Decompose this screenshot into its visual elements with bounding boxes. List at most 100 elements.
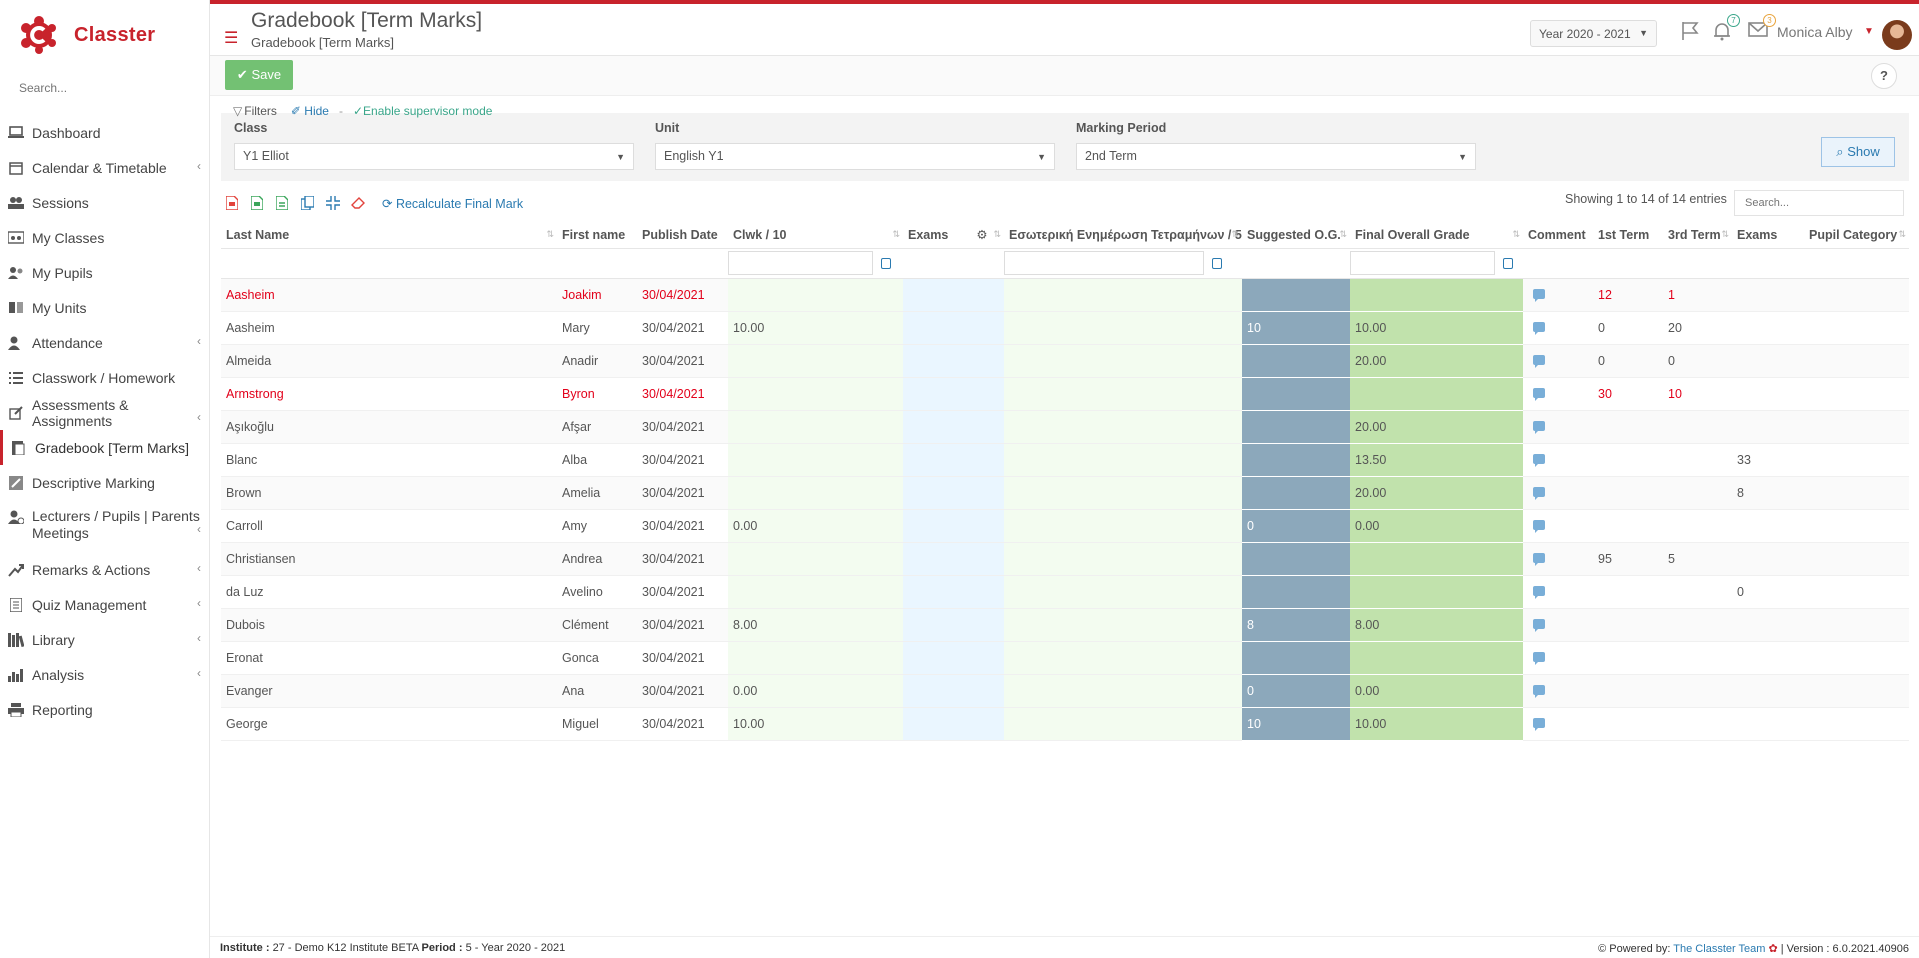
bell-icon[interactable]: 7 [1712, 14, 1740, 41]
table-row[interactable]: Blanc Alba 30/04/2021 13.50 33 [221, 443, 1909, 477]
logo[interactable]: Classter [0, 0, 209, 70]
col-comment[interactable]: Comment [1523, 222, 1593, 249]
cell-internal[interactable] [1004, 674, 1242, 708]
comment-icon[interactable] [1533, 321, 1545, 335]
col-1st-term[interactable]: 1st Term [1593, 222, 1663, 249]
table-row[interactable]: Dubois Clément 30/04/2021 8.00 8 8.00 [221, 608, 1909, 642]
cell-clwk[interactable] [728, 641, 903, 675]
cell-clwk[interactable]: 0.00 [728, 509, 903, 543]
eraser-icon[interactable] [351, 196, 365, 210]
cell-internal[interactable] [1004, 509, 1242, 543]
comment-icon[interactable] [1533, 486, 1545, 500]
cell-comment[interactable] [1523, 542, 1593, 576]
cell-final-grade[interactable]: 20.00 [1350, 476, 1523, 510]
sidebar-item-library[interactable]: Library ‹ [0, 622, 209, 657]
col-3rd-term[interactable]: 3rd Term ⇅ [1663, 222, 1732, 249]
cell-internal[interactable] [1004, 641, 1242, 675]
final-grade-bulk-input[interactable] [1350, 251, 1495, 275]
supervisor-mode-link[interactable]: ✓Enable supervisor mode [353, 104, 492, 118]
cell-internal[interactable] [1004, 542, 1242, 576]
cell-comment[interactable] [1523, 344, 1593, 378]
col-pupil-category[interactable]: Pupil Category ⇅ [1804, 222, 1909, 249]
copy-icon[interactable] [1212, 257, 1222, 269]
cell-comment[interactable] [1523, 707, 1593, 741]
cell-final-grade[interactable]: 8.00 [1350, 608, 1523, 642]
caret-down-icon[interactable]: ▼ [1864, 26, 1874, 37]
col-internal[interactable]: Εσωτερική Ενημέρωση Τετραμήνων / 5 ⇅ [1004, 222, 1242, 249]
sidebar-item-quiz[interactable]: Quiz Management ‹ [0, 587, 209, 622]
col-final-overall-grade[interactable]: Final Overall Grade ⇅ [1350, 222, 1523, 249]
cell-final-grade[interactable] [1350, 641, 1523, 675]
col-clwk[interactable]: Clwk / 10 ⇅ [728, 222, 903, 249]
cell-internal[interactable] [1004, 608, 1242, 642]
clwk-bulk-input[interactable] [728, 251, 873, 275]
hide-filters-link[interactable]: ✐ Hide [291, 104, 329, 118]
comment-icon[interactable] [1533, 420, 1545, 434]
year-selector[interactable]: Year 2020 - 2021 ▼ [1530, 20, 1657, 47]
cell-exams[interactable] [903, 542, 1004, 576]
cell-clwk[interactable] [728, 278, 903, 312]
cell-final-grade[interactable]: 20.00 [1350, 344, 1523, 378]
hamburger-menu-icon[interactable]: ☰ [224, 30, 239, 47]
cell-final-grade[interactable]: 0.00 [1350, 509, 1523, 543]
cell-clwk[interactable]: 10.00 [728, 311, 903, 345]
comment-icon[interactable] [1533, 519, 1545, 533]
table-row[interactable]: Eronat Gonca 30/04/2021 [221, 641, 1909, 675]
sidebar-item-meetings[interactable]: Lecturers / Pupils | Parents Meetings ‹ [0, 500, 209, 552]
sidebar-item-my-units[interactable]: My Units [0, 290, 209, 325]
comment-icon[interactable] [1533, 552, 1545, 566]
sidebar-search-input[interactable] [19, 79, 189, 97]
cell-exams[interactable] [903, 608, 1004, 642]
flag-icon[interactable] [1680, 21, 1702, 41]
cell-clwk[interactable] [728, 377, 903, 411]
cell-internal[interactable] [1004, 410, 1242, 444]
cell-clwk[interactable]: 10.00 [728, 707, 903, 741]
cell-internal[interactable] [1004, 311, 1242, 345]
internal-bulk-input[interactable] [1004, 251, 1204, 275]
cell-internal[interactable] [1004, 575, 1242, 609]
copy-icon[interactable] [1503, 257, 1513, 269]
class-select[interactable]: Y1 Elliot ▼ [234, 143, 634, 170]
table-row[interactable]: Aasheim Joakim 30/04/2021 12 1 [221, 278, 1909, 312]
gear-icon[interactable]: ⚙ [976, 228, 988, 243]
classter-team-link[interactable]: The Classter Team [1673, 943, 1766, 955]
col-exams[interactable]: Exams ⚙ ⇅ [903, 222, 1004, 249]
cell-clwk[interactable]: 0.00 [728, 674, 903, 708]
cell-clwk[interactable] [728, 542, 903, 576]
recalculate-final-mark-button[interactable]: ⟳ Recalculate Final Mark [382, 196, 523, 211]
table-row[interactable]: Brown Amelia 30/04/2021 20.00 8 [221, 476, 1909, 510]
avatar[interactable] [1882, 20, 1912, 50]
cell-clwk[interactable] [728, 443, 903, 477]
cell-final-grade[interactable]: 10.00 [1350, 311, 1523, 345]
comment-icon[interactable] [1533, 354, 1545, 368]
sidebar-item-descriptive-marking[interactable]: Descriptive Marking [0, 465, 209, 500]
cell-exams[interactable] [903, 311, 1004, 345]
cell-exams[interactable] [903, 575, 1004, 609]
table-row[interactable]: da Luz Avelino 30/04/2021 0 [221, 575, 1909, 609]
cell-final-grade[interactable] [1350, 542, 1523, 576]
sidebar-item-calendar[interactable]: Calendar & Timetable ‹ [0, 150, 209, 185]
cell-exams[interactable] [903, 278, 1004, 312]
cell-final-grade[interactable]: 13.50 [1350, 443, 1523, 477]
table-row[interactable]: Aşıkoğlu Afşar 30/04/2021 20.00 [221, 410, 1909, 444]
cell-comment[interactable] [1523, 509, 1593, 543]
col-first-name[interactable]: First name [557, 222, 637, 249]
comment-icon[interactable] [1533, 717, 1545, 731]
cell-clwk[interactable]: 8.00 [728, 608, 903, 642]
col-last-name[interactable]: Last Name ⇅ [221, 222, 557, 249]
comment-icon[interactable] [1533, 651, 1545, 665]
table-row[interactable]: Carroll Amy 30/04/2021 0.00 0 0.00 [221, 509, 1909, 543]
cell-comment[interactable] [1523, 311, 1593, 345]
user-name[interactable]: Monica Alby [1777, 24, 1853, 40]
cell-internal[interactable] [1004, 443, 1242, 477]
cell-final-grade[interactable] [1350, 575, 1523, 609]
cell-clwk[interactable] [728, 344, 903, 378]
cell-comment[interactable] [1523, 410, 1593, 444]
cell-exams[interactable] [903, 377, 1004, 411]
sidebar-item-classwork[interactable]: Classwork / Homework [0, 360, 209, 395]
sidebar-item-my-classes[interactable]: My Classes [0, 220, 209, 255]
sidebar-item-analysis[interactable]: Analysis ‹ [0, 657, 209, 692]
copy-icon[interactable] [300, 195, 315, 211]
comment-icon[interactable] [1533, 453, 1545, 467]
copy-icon[interactable] [881, 257, 891, 269]
